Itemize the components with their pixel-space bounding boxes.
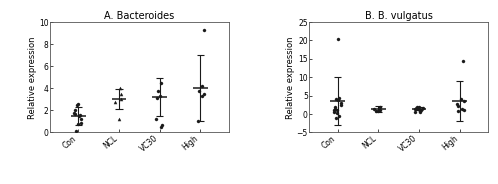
Point <box>194 120 202 123</box>
Point <box>76 113 84 116</box>
Point <box>334 37 342 40</box>
Y-axis label: Relative expression: Relative expression <box>28 36 37 118</box>
Title: A. Bacteroides: A. Bacteroides <box>104 11 174 21</box>
Point <box>198 95 206 98</box>
Point <box>330 111 338 114</box>
Point <box>453 102 461 105</box>
Point <box>158 123 166 126</box>
Point <box>72 130 80 133</box>
Point <box>459 59 467 62</box>
Point <box>335 114 343 117</box>
Point <box>419 107 427 110</box>
Point <box>415 110 423 113</box>
Point <box>78 118 86 121</box>
Point <box>75 114 83 117</box>
Point <box>457 98 465 101</box>
Point <box>414 107 422 110</box>
Point <box>331 107 339 110</box>
Point <box>153 97 161 100</box>
Point <box>74 122 82 125</box>
Point <box>460 108 468 111</box>
Point <box>198 85 206 88</box>
Point <box>116 87 124 90</box>
Point <box>111 100 119 103</box>
Point <box>78 121 86 124</box>
Point <box>335 96 343 99</box>
Point <box>411 111 419 114</box>
Point <box>331 106 339 109</box>
Point <box>195 89 203 92</box>
Point <box>157 81 165 84</box>
Y-axis label: Relative expression: Relative expression <box>286 36 295 118</box>
Point <box>115 118 123 121</box>
Point <box>376 109 384 112</box>
Point <box>455 105 463 107</box>
Point <box>372 109 380 112</box>
Point <box>152 118 160 121</box>
Point <box>458 107 466 110</box>
Point <box>375 108 383 111</box>
Point <box>376 106 384 109</box>
Point <box>332 116 340 119</box>
Point <box>117 92 125 95</box>
Point <box>200 28 208 31</box>
Point <box>154 89 162 92</box>
Point <box>70 111 78 114</box>
Point <box>374 110 382 113</box>
Point <box>333 112 341 114</box>
Point <box>73 103 81 106</box>
Point <box>337 102 345 105</box>
Point <box>454 110 462 113</box>
Point <box>157 125 165 128</box>
Point <box>71 112 79 115</box>
Point <box>415 106 423 109</box>
Point <box>333 109 341 112</box>
Point <box>413 105 421 108</box>
Title: B. B. vulgatus: B. B. vulgatus <box>365 11 433 21</box>
Point <box>416 110 424 113</box>
Point <box>337 103 345 106</box>
Point <box>332 97 340 100</box>
Point <box>156 95 164 98</box>
Point <box>334 99 342 102</box>
Point <box>416 109 424 112</box>
Point <box>200 92 208 95</box>
Point <box>74 102 82 105</box>
Point <box>412 107 420 110</box>
Point <box>411 108 419 111</box>
Point <box>117 98 125 101</box>
Point <box>371 107 378 110</box>
Point <box>71 109 79 112</box>
Point <box>417 108 425 111</box>
Point <box>460 100 468 103</box>
Point <box>330 108 338 111</box>
